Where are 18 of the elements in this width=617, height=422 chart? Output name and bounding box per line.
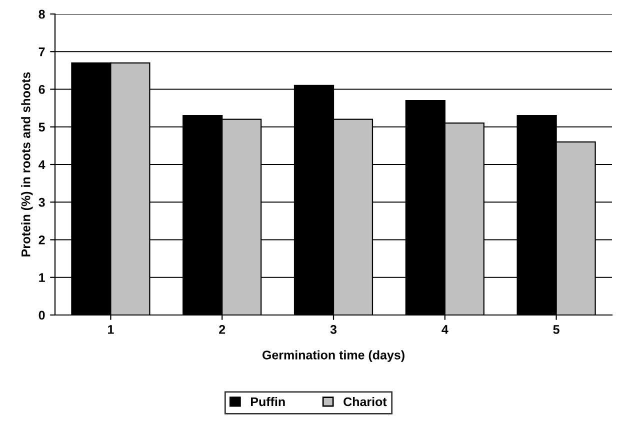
x-tick-label: 4 [442, 325, 448, 334]
y-tick-label: 3 [38, 198, 45, 207]
y-tick-label: 6 [38, 85, 45, 94]
x-tick-label: 1 [108, 325, 114, 334]
y-tick-label: 4 [38, 160, 46, 170]
x-tick-label: 2 [219, 325, 226, 334]
legend-label: Chariot [344, 396, 387, 406]
y-tick-label: 0 [38, 310, 45, 320]
x-tick-label: 3 [330, 325, 337, 334]
x-axis-title: Germination time (days) [262, 350, 404, 362]
y-tick-label: 2 [38, 236, 45, 244]
legend-label: Puffin [251, 396, 285, 406]
y-tick-label: 5 [38, 122, 45, 132]
y-tick-label: 7 [38, 48, 45, 56]
y-axis-title: Protein (%) in roots and shoots [21, 72, 33, 256]
x-tick-label: 5 [553, 325, 560, 334]
y-tick-label: 1 [39, 273, 45, 282]
y-tick-label: 8 [38, 10, 45, 19]
